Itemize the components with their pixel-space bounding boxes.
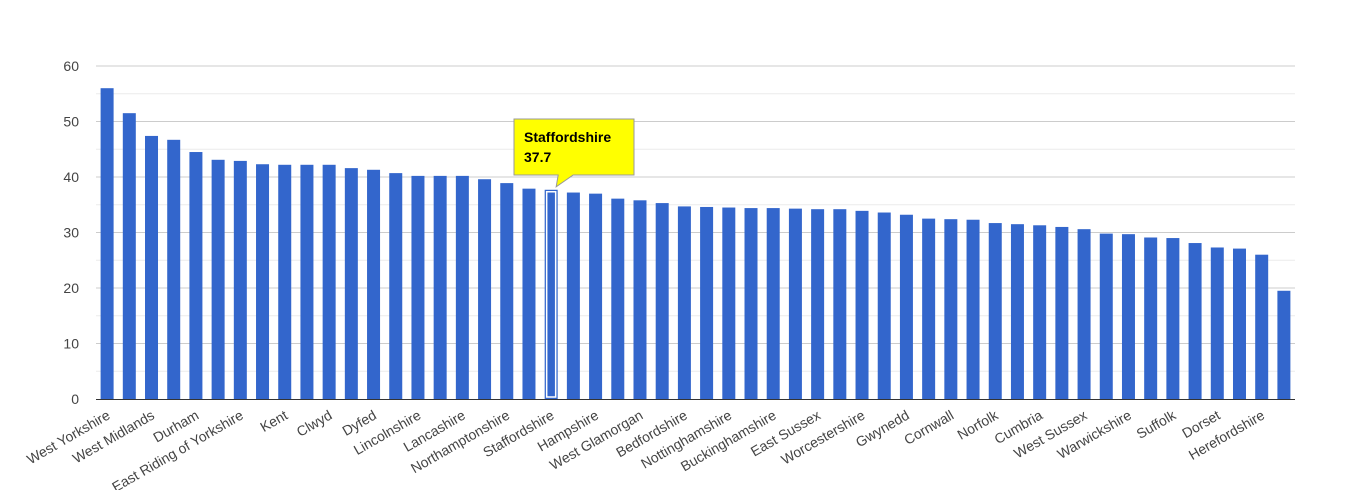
bar[interactable]	[1055, 226, 1069, 399]
bar[interactable]	[1033, 225, 1047, 399]
y-tick-label: 10	[63, 336, 79, 352]
bar[interactable]	[100, 88, 114, 399]
bar[interactable]	[922, 218, 936, 399]
bar[interactable]	[700, 206, 714, 399]
tooltip-value: 37.7	[524, 149, 551, 165]
x-tick-label: Clwyd	[294, 407, 335, 440]
bar[interactable]	[411, 175, 425, 399]
tooltip-category: Staffordshire	[524, 129, 611, 145]
x-tick-label: Suffolk	[1134, 406, 1180, 442]
bar[interactable]	[1166, 238, 1180, 399]
bar[interactable]	[1010, 224, 1024, 399]
bar[interactable]	[988, 223, 1002, 399]
x-tick-label: Cornwall	[901, 407, 956, 448]
bar[interactable]	[500, 183, 514, 399]
bar[interactable]	[455, 175, 469, 399]
bar[interactable]	[766, 208, 780, 399]
bar[interactable]	[256, 164, 270, 399]
bar[interactable]	[1255, 254, 1269, 399]
bar[interactable]	[145, 135, 159, 399]
bar[interactable]	[677, 206, 691, 399]
y-tick-label: 20	[63, 280, 79, 296]
y-tick-label: 40	[63, 169, 79, 185]
bar[interactable]	[211, 159, 225, 399]
y-tick-label: 30	[63, 225, 79, 241]
bar[interactable]	[722, 207, 736, 399]
bar[interactable]	[344, 168, 358, 399]
bar[interactable]	[122, 113, 136, 400]
bar[interactable]	[1210, 247, 1224, 399]
x-tick-label: Kent	[257, 407, 290, 435]
y-tick-label: 60	[63, 58, 79, 74]
bar-highlight	[545, 191, 557, 398]
bar[interactable]	[877, 212, 891, 399]
bar[interactable]	[1188, 243, 1202, 399]
tooltip: Staffordshire 37.7	[513, 118, 635, 188]
bar[interactable]	[744, 208, 758, 399]
bar[interactable]	[1121, 234, 1135, 399]
bar[interactable]	[300, 164, 314, 399]
bar[interactable]	[478, 179, 492, 399]
bar[interactable]	[189, 152, 203, 399]
bar[interactable]	[566, 192, 580, 399]
bar[interactable]	[655, 203, 669, 399]
bar[interactable]	[633, 200, 647, 399]
bar[interactable]	[944, 219, 958, 399]
y-tick-label: 0	[71, 391, 79, 407]
tooltip-box	[513, 118, 635, 188]
bar[interactable]	[1077, 229, 1091, 399]
bar[interactable]	[1144, 237, 1158, 399]
bar[interactable]	[589, 193, 603, 399]
y-axis-tick-labels: 0 10 20 30 40 50 60	[63, 58, 79, 407]
bar[interactable]	[233, 160, 247, 399]
bar[interactable]	[788, 208, 802, 399]
bar[interactable]	[855, 210, 869, 399]
bars	[100, 88, 1291, 400]
bar[interactable]	[278, 164, 292, 399]
bar[interactable]	[1277, 290, 1291, 399]
bar[interactable]	[811, 209, 825, 399]
bar[interactable]	[1099, 233, 1113, 399]
bar[interactable]	[322, 164, 336, 399]
bar[interactable]	[389, 173, 403, 399]
gridlines	[96, 65, 1295, 372]
y-tick-label: 50	[63, 114, 79, 130]
bar[interactable]	[966, 219, 980, 399]
bar[interactable]	[611, 198, 625, 399]
bar[interactable]	[899, 214, 913, 399]
bar[interactable]	[167, 139, 181, 399]
bar[interactable]	[367, 169, 381, 399]
bar[interactable]	[1232, 248, 1246, 399]
bar[interactable]	[522, 188, 536, 399]
bar[interactable]	[544, 189, 558, 399]
bar[interactable]	[833, 209, 847, 399]
bar[interactable]	[433, 175, 447, 399]
